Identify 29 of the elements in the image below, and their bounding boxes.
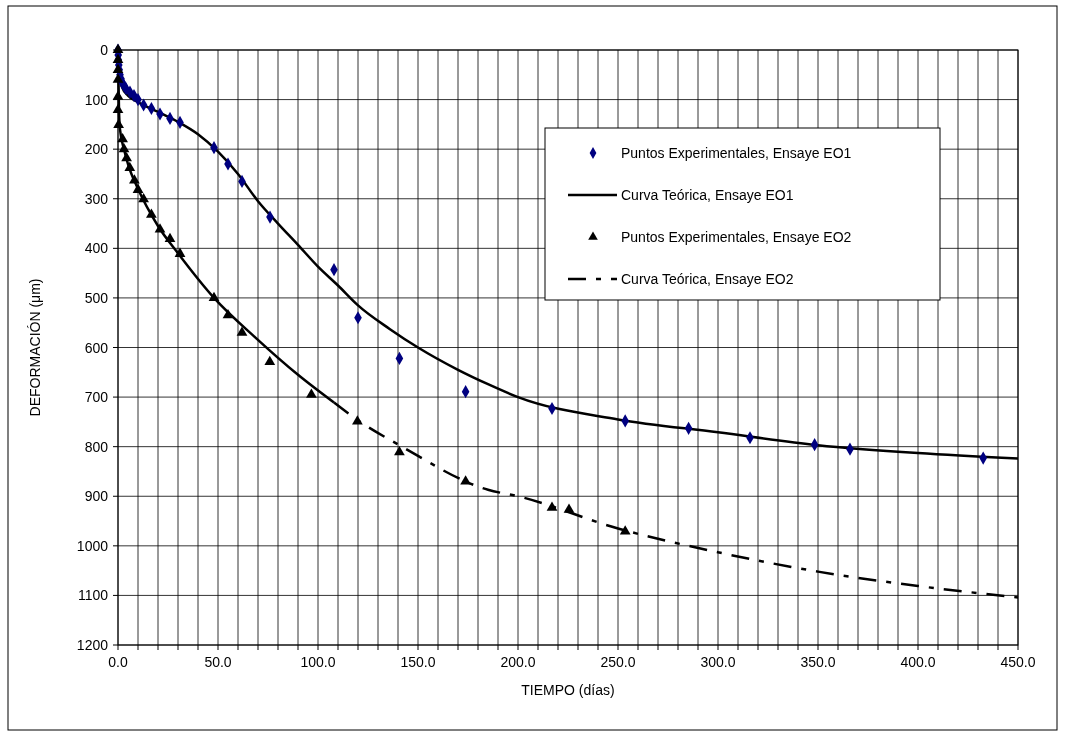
x-tick-label: 350.0 <box>800 654 836 670</box>
y-tick-label: 1000 <box>76 537 109 554</box>
y-tick-label: 300 <box>84 190 109 207</box>
y-tick-label: 500 <box>84 289 109 306</box>
y-tick-label: 200 <box>84 141 109 158</box>
y-tick-label: 400 <box>84 240 109 257</box>
y-tick-label: 700 <box>84 389 109 406</box>
legend-label: Curva Teórica, Ensaye EO1 <box>621 187 794 203</box>
y-tick-label: 600 <box>84 339 109 356</box>
y-tick-label: 1200 <box>76 637 109 653</box>
x-tick-label: 200.0 <box>500 654 536 670</box>
x-tick-label: 150.0 <box>400 654 436 670</box>
legend-label: Puntos Experimentales, Ensaye EO2 <box>621 229 852 245</box>
x-tick-label: 50.0 <box>204 654 232 670</box>
y-tick-label: 1100 <box>77 587 109 604</box>
x-tick-label: 400.0 <box>900 654 936 670</box>
y-axis-title: DEFORMACIÓN (μm) <box>27 278 43 417</box>
x-tick-label: 450.0 <box>1000 654 1036 670</box>
x-tick-label: 250.0 <box>600 654 636 670</box>
x-axis-title: TIEMPO (días) <box>521 682 615 698</box>
legend-label: Curva Teórica, Ensaye EO2 <box>621 271 794 287</box>
y-tick-label: 800 <box>84 438 109 455</box>
x-tick-label: 100.0 <box>300 654 336 670</box>
x-tick-label: 0.0 <box>108 654 128 670</box>
y-tick-label: 900 <box>84 488 109 505</box>
legend-label: Puntos Experimentales, Ensaye EO1 <box>621 145 852 161</box>
x-tick-label: 300.0 <box>700 654 736 670</box>
y-tick-label: 0 <box>100 42 109 58</box>
y-tick-label: 100 <box>84 91 109 108</box>
